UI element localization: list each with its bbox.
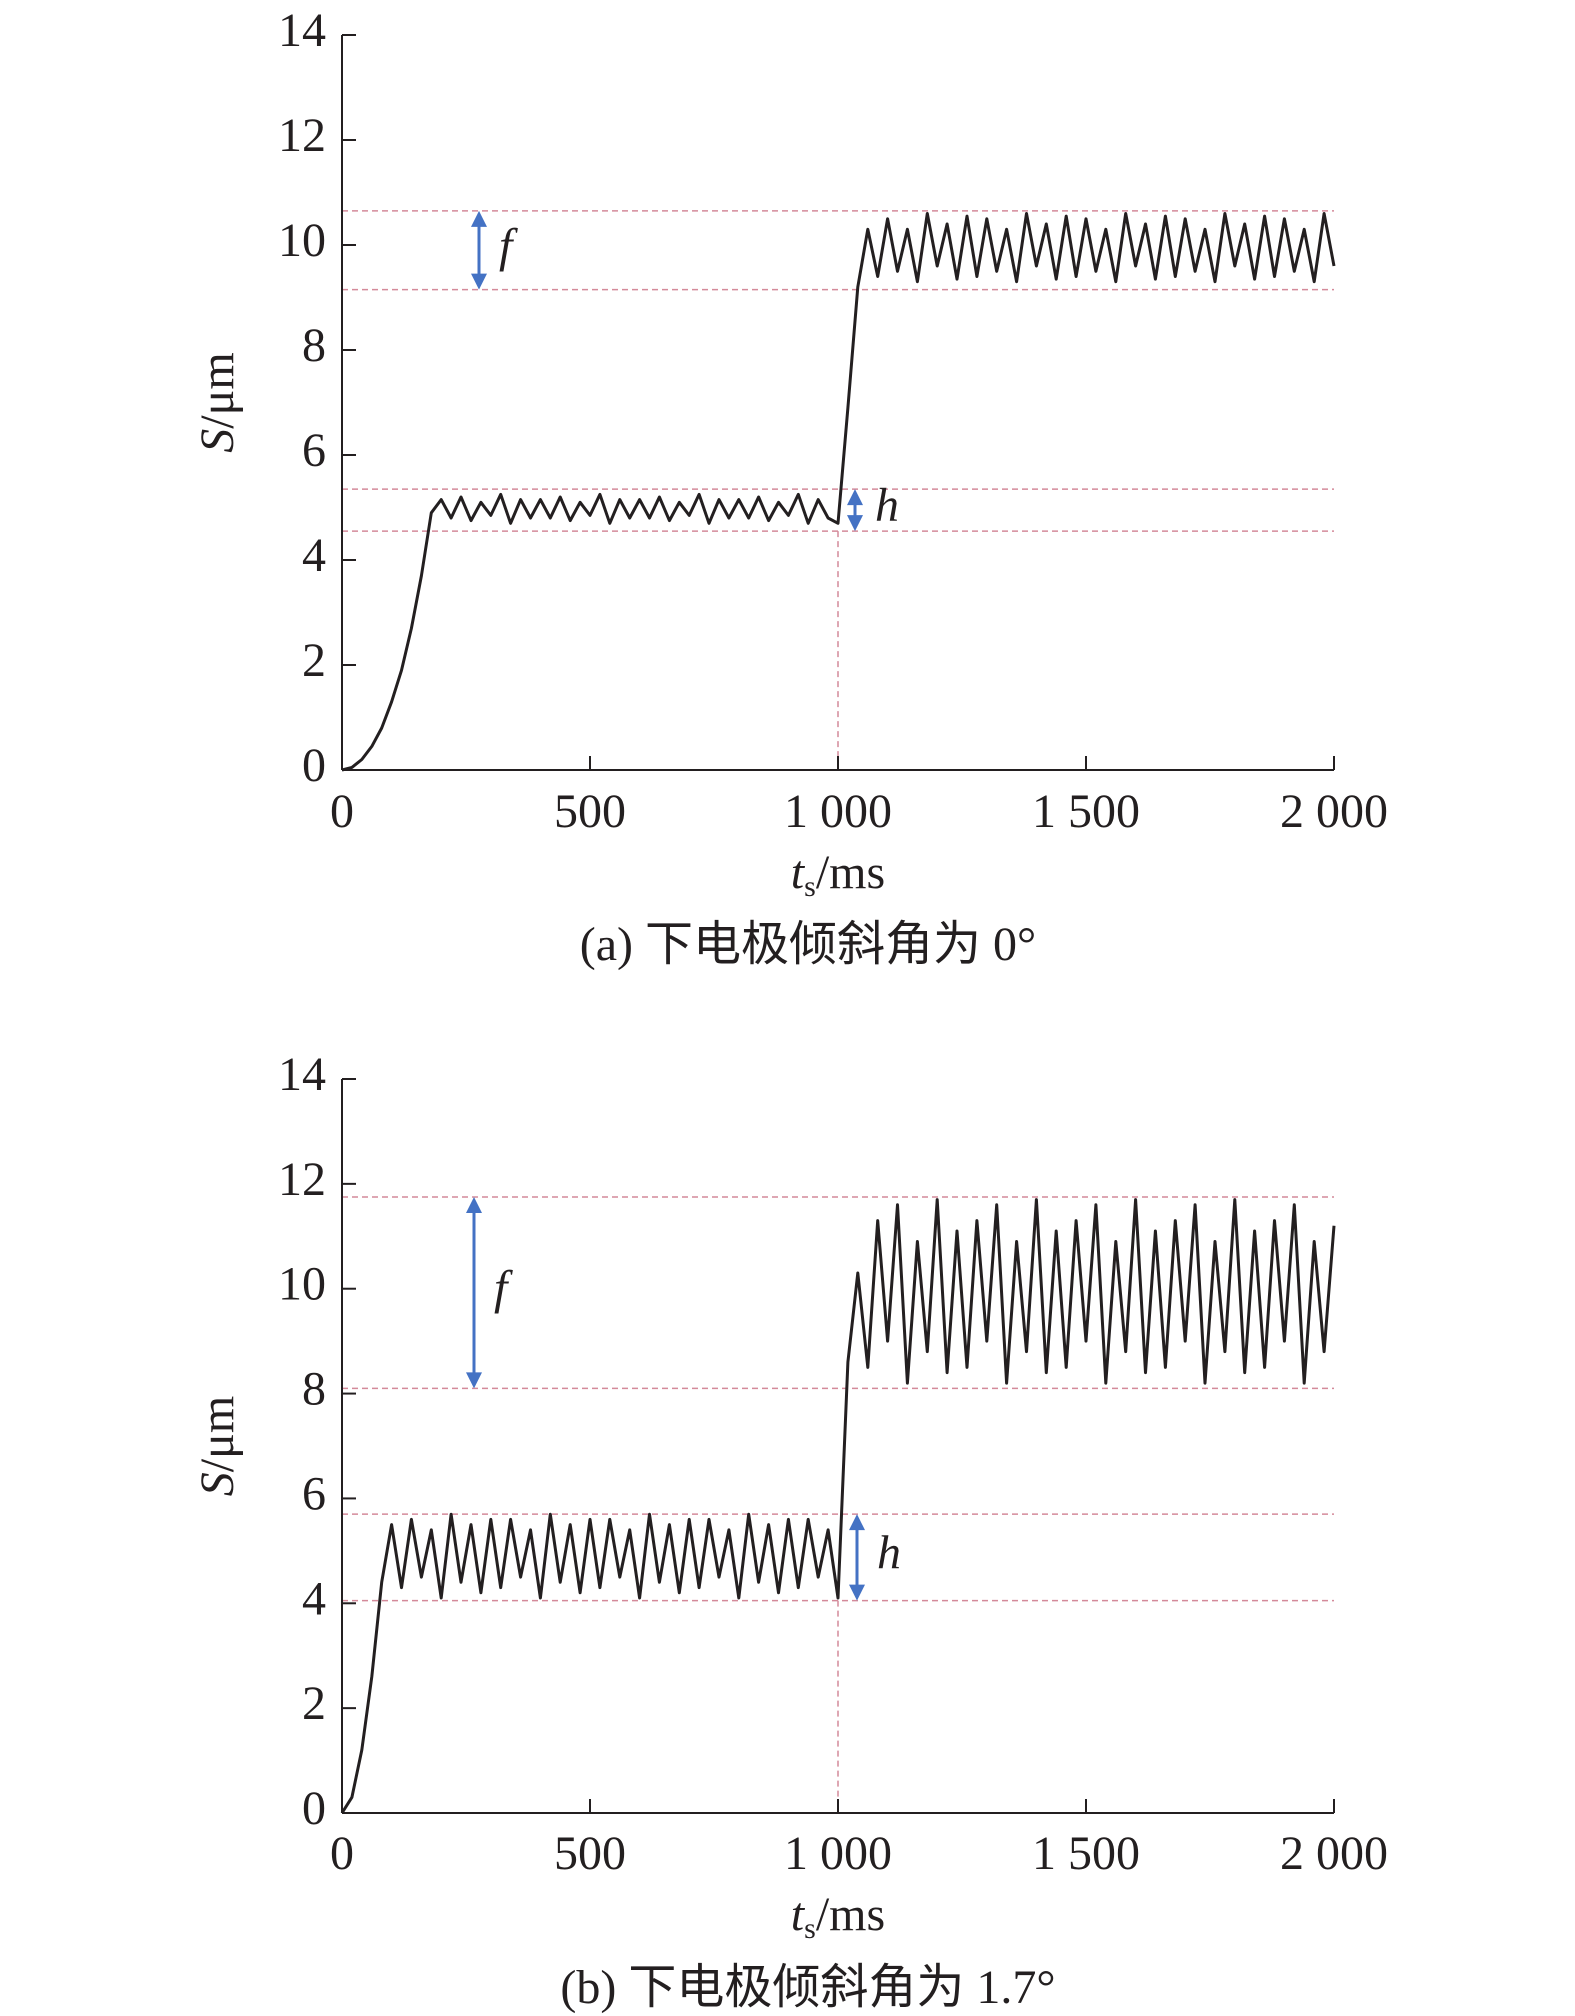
- y-tick-label: 0: [302, 1782, 326, 1835]
- y-tick-label: 8: [302, 1363, 326, 1416]
- x-tick-label: 1 500: [1032, 1827, 1140, 1880]
- x-tick-label: 0: [330, 1827, 354, 1880]
- y-tick-label: 2: [302, 634, 326, 687]
- x-tick-label: 1 000: [784, 785, 892, 838]
- y-tick-label: 12: [278, 1153, 326, 1206]
- x-label-var: t: [791, 846, 806, 899]
- x-tick-label: 0: [330, 785, 354, 838]
- y-tick-label: 6: [302, 424, 326, 477]
- y-tick-label: 10: [278, 1258, 326, 1311]
- y-tick-label: 4: [302, 529, 326, 582]
- arrow-head: [466, 1196, 482, 1213]
- arrow-head: [847, 489, 863, 506]
- x-tick-label: 2 000: [1280, 1827, 1388, 1880]
- x-label-var: t: [791, 1888, 806, 1941]
- y-tick-label: 2: [302, 1677, 326, 1730]
- y-label-unit: /μm: [191, 1396, 244, 1472]
- x-label-sub: s: [804, 1912, 816, 1945]
- annotation: h: [875, 479, 899, 532]
- y-label-unit: /μm: [191, 352, 244, 428]
- x-tick-label: 1 000: [784, 1827, 892, 1880]
- y-tick-label: 6: [302, 1467, 326, 1520]
- annotation: f: [499, 219, 518, 272]
- x-axis-label: ts/ms: [791, 846, 885, 903]
- x-tick-label: 500: [554, 785, 626, 838]
- arrow-head: [849, 1514, 865, 1531]
- arrow-head: [847, 515, 863, 532]
- x-tick-label: 500: [554, 1827, 626, 1880]
- arrow-head: [466, 1372, 482, 1389]
- caption: (b) 下电极倾斜角为 1.7°: [560, 1961, 1055, 2014]
- y-axis-label: S/μm: [191, 352, 244, 452]
- y-tick-label: 10: [278, 214, 326, 267]
- arrow-head: [471, 210, 487, 227]
- y-tick-label: 14: [278, 1048, 326, 1101]
- x-axis-label: ts/ms: [791, 1888, 885, 1945]
- x-label-unit: /ms: [816, 846, 885, 899]
- x-tick-label: 2 000: [1280, 785, 1388, 838]
- x-tick-label: 1 500: [1032, 785, 1140, 838]
- y-label-var: S: [191, 1472, 244, 1496]
- y-label-var: S: [191, 429, 244, 453]
- y-tick-label: 14: [278, 4, 326, 57]
- y-tick-label: 8: [302, 319, 326, 372]
- x-label-sub: s: [804, 870, 816, 903]
- y-tick-label: 4: [302, 1572, 326, 1625]
- data-line: [340, 1198, 1336, 1814]
- caption: (a) 下电极倾斜角为 0°: [580, 918, 1036, 971]
- x-label-unit: /ms: [816, 1888, 885, 1941]
- y-axis-label: S/μm: [191, 1396, 244, 1496]
- data-line: [341, 212, 1336, 772]
- annotation: h: [877, 1526, 901, 1579]
- annotation: f: [494, 1262, 513, 1315]
- y-tick-label: 0: [302, 739, 326, 792]
- arrow-head: [849, 1584, 865, 1601]
- y-tick-label: 12: [278, 109, 326, 162]
- arrow-head: [471, 273, 487, 290]
